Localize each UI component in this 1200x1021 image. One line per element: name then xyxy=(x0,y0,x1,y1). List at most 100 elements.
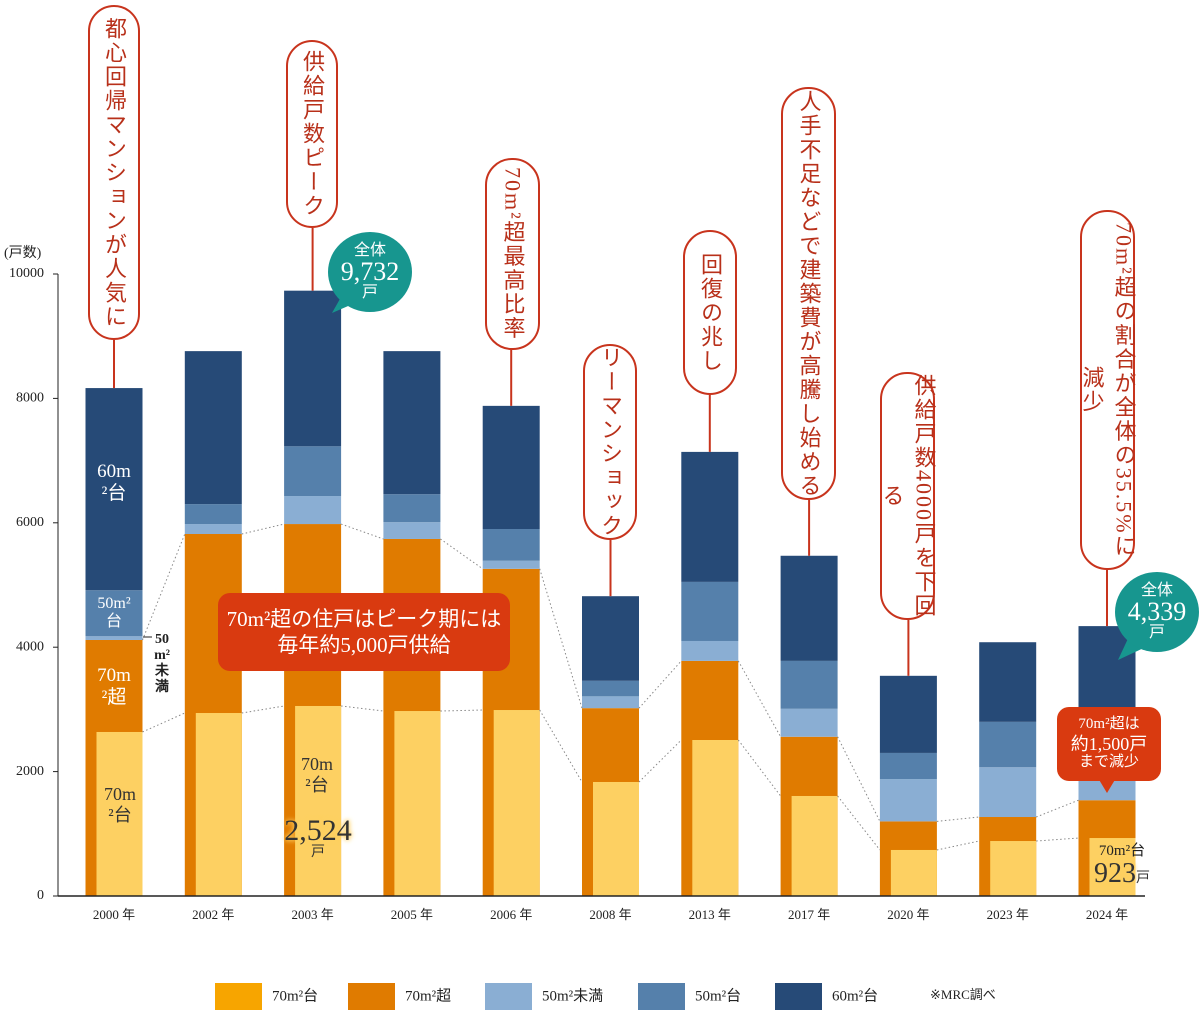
bar-segment xyxy=(295,705,342,896)
connector xyxy=(837,736,881,822)
bar-segment xyxy=(383,494,441,523)
bar-label: 50m²未満 xyxy=(154,631,170,696)
callout: 70m²超の割合が全体の35.5%に減少 xyxy=(1080,210,1137,570)
total-text: 戸 xyxy=(1148,624,1165,641)
bar-segment xyxy=(979,767,1037,818)
bar-segment xyxy=(284,446,342,497)
total-text: 4,339 xyxy=(1127,597,1187,626)
x-tick-label: 2013 年 xyxy=(689,907,731,922)
bar-segment xyxy=(493,710,540,896)
bar-segment xyxy=(780,555,838,661)
connector xyxy=(638,660,682,709)
y-tick-label: 8000 xyxy=(16,391,44,406)
bar-segment xyxy=(195,713,242,896)
note-line: 約1,500戸 xyxy=(1070,733,1148,754)
note-line: 毎年約5,000戸供給 xyxy=(277,633,451,657)
bar-segment xyxy=(184,524,242,534)
callout: リーマンショック xyxy=(583,344,637,540)
source-note: ※MRC調べ xyxy=(930,987,996,1002)
connector xyxy=(340,523,384,540)
note-line: まで減少 xyxy=(1078,754,1139,771)
connector xyxy=(440,538,483,570)
bar-value: 923 戸 xyxy=(1075,858,1169,892)
bar-label: 70m²台 xyxy=(300,754,333,795)
y-tick-label: 6000 xyxy=(16,515,44,530)
y-tick-label: 2000 xyxy=(16,764,44,779)
y-tick-label: 0 xyxy=(37,888,44,903)
legend-swatch xyxy=(485,983,532,1010)
callout: 回復の兆し xyxy=(683,230,737,395)
legend-swatch xyxy=(215,983,262,1010)
total-text: 全体 xyxy=(353,242,386,259)
bar-segment xyxy=(692,740,739,896)
bar-label: 70m²台 xyxy=(103,784,136,825)
bar-segment xyxy=(482,405,540,530)
legend-label: 50m²未満 xyxy=(542,987,603,1004)
callout: 人手不足などで建築費が高騰し始める xyxy=(781,87,836,500)
connector xyxy=(142,712,186,733)
callout: 都心回帰マンションが人気に xyxy=(88,5,140,340)
bar-segment xyxy=(582,680,639,697)
bar-segment xyxy=(780,660,838,709)
bar-segment xyxy=(85,636,143,640)
bar-segment xyxy=(184,351,242,505)
connector xyxy=(936,840,980,851)
connector xyxy=(737,660,782,738)
value-text: 戸 xyxy=(1136,871,1150,886)
note-tail xyxy=(1098,778,1116,793)
x-tick-label: 2005 年 xyxy=(391,907,433,922)
connector xyxy=(539,709,583,783)
callout: 供給戸数4000戸を下回る xyxy=(879,372,937,620)
connector xyxy=(241,705,285,714)
bar-segment xyxy=(184,504,242,525)
bar-segment xyxy=(979,721,1037,768)
y-tick-label: 10000 xyxy=(9,266,44,281)
callout: 供給戸数ピーク xyxy=(286,40,338,228)
legend-label: 70m²超 xyxy=(405,987,451,1004)
x-tick-label: 2024 年 xyxy=(1086,907,1128,922)
bar-segment xyxy=(593,781,639,896)
connector xyxy=(241,523,285,535)
value-text: 2,524 xyxy=(284,814,352,847)
bar-segment xyxy=(582,696,639,709)
bar-label: 70m²超 xyxy=(97,665,131,708)
bar-segment xyxy=(85,590,143,637)
connector xyxy=(142,533,186,641)
peak-note: 70m²超の住戸はピーク期には 毎年約5,000戸供給 xyxy=(218,593,510,671)
legend-swatch xyxy=(775,983,822,1010)
bar-segment xyxy=(394,711,441,896)
bar-segment xyxy=(284,496,342,525)
bar-segment xyxy=(890,849,937,896)
y-tick-label: 4000 xyxy=(16,639,44,654)
bar-segment xyxy=(284,290,342,447)
bar-segment xyxy=(990,841,1037,896)
callout: 70m²超最高比率 xyxy=(485,158,540,350)
legend-label: 70m²台 xyxy=(272,987,318,1004)
bar-segment xyxy=(85,388,143,591)
connector xyxy=(341,705,384,712)
bar-segment xyxy=(780,708,838,737)
legend-swatch xyxy=(348,983,395,1010)
bar-value: 2,524 戸 xyxy=(268,810,368,866)
legend-label: 50m²台 xyxy=(695,987,741,1004)
bar-segment xyxy=(383,522,441,539)
bar-segment xyxy=(879,779,937,822)
bar-segment xyxy=(791,795,838,896)
x-tick-label: 2023 年 xyxy=(987,907,1029,922)
y-axis-label: (戸数) xyxy=(4,245,42,261)
x-tick-label: 2002 年 xyxy=(192,907,234,922)
total-bubble: 全体 4,339 戸 xyxy=(1115,572,1199,652)
connector xyxy=(737,739,781,797)
bar-segment xyxy=(879,675,937,753)
bar-segment xyxy=(582,596,639,681)
bar-segment xyxy=(482,529,540,561)
legend-swatch xyxy=(638,983,685,1010)
decline-note: 70m²超は 約1,500戸 まで減少 xyxy=(1057,707,1161,781)
x-tick-label: 2017 年 xyxy=(788,907,830,922)
note-line: 70m²超は xyxy=(1078,716,1140,733)
total-bubble: 全体 9,732 戸 xyxy=(328,232,412,312)
x-tick-label: 2003 年 xyxy=(291,907,333,922)
total-text: 戸 xyxy=(361,284,378,301)
bar-segment xyxy=(1089,838,1136,896)
